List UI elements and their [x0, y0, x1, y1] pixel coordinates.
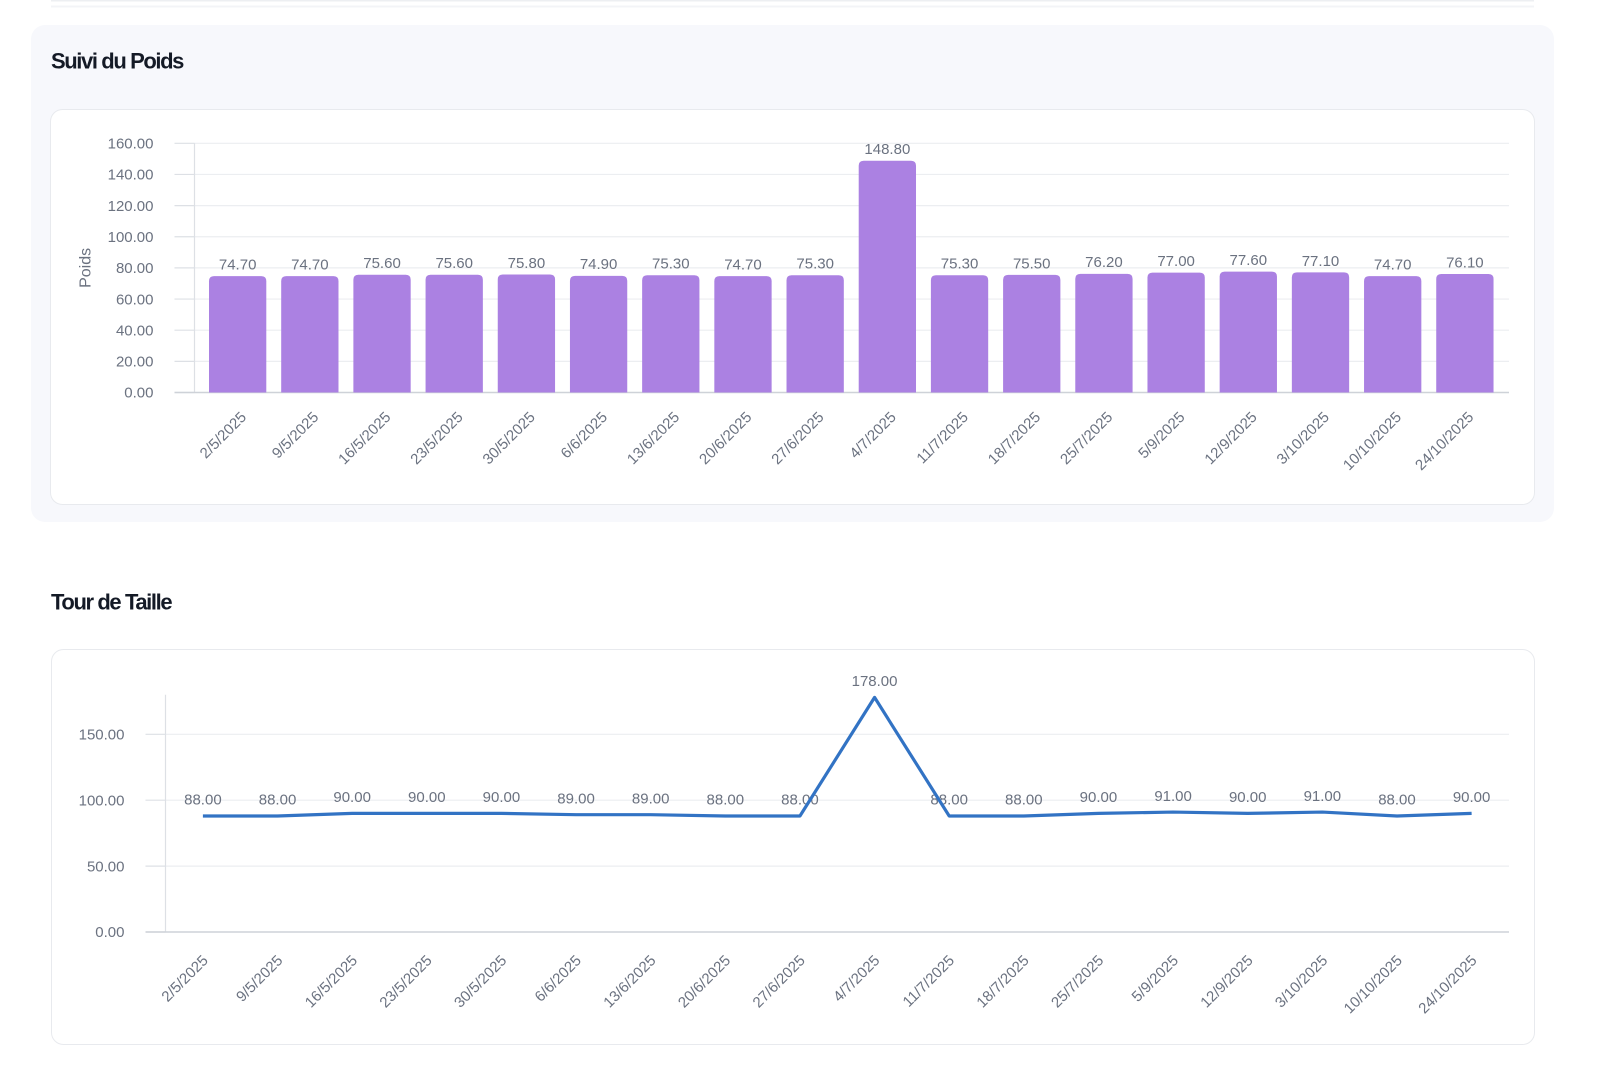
- svg-text:80.00: 80.00: [116, 260, 154, 277]
- svg-text:88.00: 88.00: [259, 792, 297, 809]
- svg-text:75.60: 75.60: [435, 255, 473, 272]
- svg-text:90.00: 90.00: [333, 789, 371, 806]
- svg-text:88.00: 88.00: [1005, 792, 1043, 809]
- svg-text:88.00: 88.00: [184, 792, 222, 809]
- svg-text:20.00: 20.00: [116, 354, 154, 371]
- svg-text:88.00: 88.00: [707, 792, 745, 809]
- svg-text:90.00: 90.00: [1080, 789, 1118, 806]
- svg-text:74.70: 74.70: [219, 257, 257, 274]
- svg-text:50.00: 50.00: [87, 858, 125, 875]
- svg-text:91.00: 91.00: [1304, 788, 1342, 805]
- svg-text:74.70: 74.70: [1374, 257, 1412, 274]
- svg-text:Suivi du Poids: Suivi du Poids: [51, 49, 184, 74]
- svg-text:0.00: 0.00: [124, 385, 153, 402]
- svg-text:75.30: 75.30: [941, 256, 979, 273]
- svg-text:76.10: 76.10: [1446, 254, 1484, 271]
- svg-text:75.30: 75.30: [796, 256, 834, 273]
- svg-text:90.00: 90.00: [1453, 789, 1491, 806]
- svg-text:88.00: 88.00: [1378, 792, 1416, 809]
- svg-text:77.10: 77.10: [1302, 253, 1340, 270]
- svg-text:76.20: 76.20: [1085, 254, 1123, 271]
- svg-text:77.60: 77.60: [1230, 252, 1268, 269]
- svg-text:77.00: 77.00: [1157, 253, 1195, 270]
- svg-text:40.00: 40.00: [116, 322, 154, 339]
- svg-text:60.00: 60.00: [116, 291, 154, 308]
- svg-text:90.00: 90.00: [408, 789, 446, 806]
- svg-text:74.70: 74.70: [291, 257, 329, 274]
- svg-text:Tour de Taille: Tour de Taille: [51, 589, 172, 614]
- svg-text:178.00: 178.00: [852, 673, 898, 690]
- svg-text:0.00: 0.00: [95, 924, 124, 941]
- svg-text:75.30: 75.30: [652, 256, 690, 273]
- svg-text:88.00: 88.00: [781, 792, 819, 809]
- svg-text:88.00: 88.00: [930, 792, 968, 809]
- svg-text:90.00: 90.00: [483, 789, 521, 806]
- svg-text:89.00: 89.00: [557, 790, 595, 807]
- svg-text:160.00: 160.00: [108, 136, 154, 153]
- svg-text:75.50: 75.50: [1013, 255, 1051, 272]
- svg-text:90.00: 90.00: [1229, 789, 1267, 806]
- svg-text:148.80: 148.80: [864, 141, 910, 158]
- svg-text:89.00: 89.00: [632, 790, 670, 807]
- svg-text:Poids: Poids: [78, 248, 95, 288]
- svg-text:100.00: 100.00: [79, 792, 125, 809]
- svg-text:74.90: 74.90: [580, 256, 618, 273]
- svg-text:150.00: 150.00: [79, 727, 125, 744]
- svg-text:120.00: 120.00: [108, 198, 154, 215]
- svg-text:100.00: 100.00: [108, 229, 154, 246]
- svg-text:91.00: 91.00: [1154, 788, 1192, 805]
- svg-text:75.80: 75.80: [508, 255, 546, 272]
- svg-text:140.00: 140.00: [108, 167, 154, 184]
- svg-text:74.70: 74.70: [724, 257, 762, 274]
- svg-text:75.60: 75.60: [363, 255, 401, 272]
